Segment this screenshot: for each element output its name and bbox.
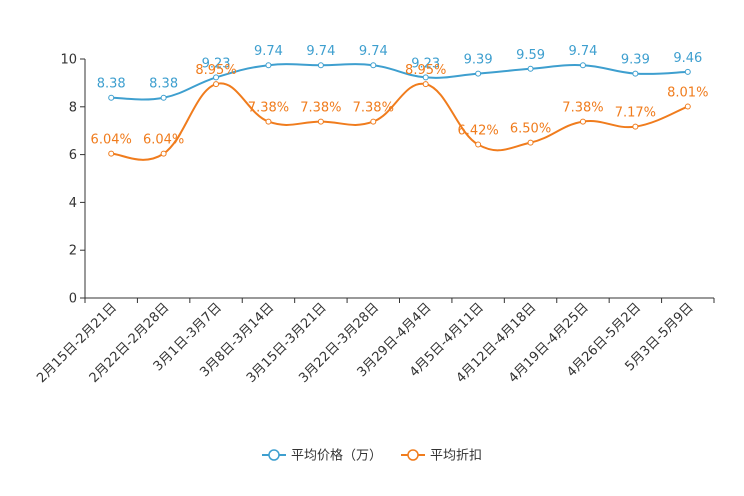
data-point[interactable] — [160, 150, 167, 157]
y-tick-label: 8 — [69, 100, 77, 115]
data-point[interactable] — [579, 118, 586, 125]
data-label: 6.50% — [510, 122, 551, 137]
data-label: 8.01% — [667, 86, 708, 101]
data-label: 9.74 — [568, 44, 597, 59]
data-point[interactable] — [108, 94, 115, 101]
data-label: 8.38 — [97, 77, 126, 92]
data-label: 9.74 — [306, 44, 335, 59]
chart-series: 8.38 8.38 9.23 9.74 9.74 9.74 9.23 9.39 9.59 9.74… — [91, 44, 708, 161]
data-label: 8.95% — [405, 63, 446, 78]
data-point[interactable] — [422, 81, 429, 88]
data-label: 7.38% — [353, 101, 394, 116]
data-point[interactable] — [684, 68, 691, 75]
series-line — [111, 63, 688, 101]
legend-label: 平均折扣 — [430, 449, 482, 464]
data-label: 9.74 — [254, 44, 283, 59]
data-label: 7.38% — [300, 101, 341, 116]
data-point[interactable] — [632, 70, 639, 77]
legend-item-1[interactable]: 平均价格（万） — [262, 448, 382, 464]
data-label: 9.46 — [673, 51, 702, 66]
data-label: 8.38 — [149, 77, 178, 92]
data-label: 6.04% — [91, 133, 132, 148]
data-point[interactable] — [160, 94, 167, 101]
data-point[interactable] — [632, 123, 639, 130]
data-label: 7.38% — [248, 101, 289, 116]
data-point[interactable] — [475, 70, 482, 77]
data-label: 7.17% — [615, 106, 656, 121]
data-point[interactable] — [213, 74, 220, 81]
legend-marker-icon — [407, 449, 419, 461]
y-tick-label: 6 — [69, 148, 77, 163]
data-label: 6.04% — [143, 133, 184, 148]
data-label: 9.23 — [411, 56, 440, 71]
data-label: 9.23 — [202, 56, 231, 71]
data-point[interactable] — [422, 74, 429, 81]
y-tick-label: 0 — [69, 292, 77, 307]
data-label: 9.39 — [464, 53, 493, 68]
chart-legend[interactable]: 平均价格（万） 平均折扣 — [262, 448, 482, 464]
series-2: 6.04% 6.04% 8.95% 7.38% 7.38% 7.38% 8.95% 6.42%… — [91, 63, 708, 161]
y-tick-label: 2 — [69, 244, 77, 259]
series-1: 8.38 8.38 9.23 9.74 9.74 9.74 9.23 9.39 9.59 9.74… — [97, 44, 702, 101]
data-point[interactable] — [527, 65, 534, 72]
y-tick-label: 4 — [69, 196, 77, 211]
data-point[interactable] — [108, 150, 115, 157]
data-label: 6.42% — [457, 124, 498, 139]
data-point[interactable] — [370, 118, 377, 125]
data-point[interactable] — [317, 118, 324, 125]
data-point[interactable] — [317, 62, 324, 69]
data-point[interactable] — [475, 141, 482, 148]
data-point[interactable] — [527, 139, 534, 146]
data-label: 7.38% — [562, 101, 603, 116]
data-point[interactable] — [265, 118, 272, 125]
legend-label: 平均价格（万） — [291, 448, 382, 464]
data-label: 9.59 — [516, 48, 545, 63]
data-label: 9.74 — [359, 44, 388, 59]
y-tick-label: 10 — [60, 53, 77, 68]
data-point[interactable] — [265, 62, 272, 69]
legend-item-2[interactable]: 平均折扣 — [401, 449, 482, 464]
series-line — [111, 82, 689, 161]
data-label: 9.39 — [621, 53, 650, 68]
data-point[interactable] — [213, 81, 220, 88]
data-point[interactable] — [579, 62, 586, 69]
data-point[interactable] — [684, 103, 691, 110]
data-point[interactable] — [370, 62, 377, 69]
data-label: 8.95% — [195, 63, 236, 78]
legend-marker-icon — [268, 449, 280, 461]
